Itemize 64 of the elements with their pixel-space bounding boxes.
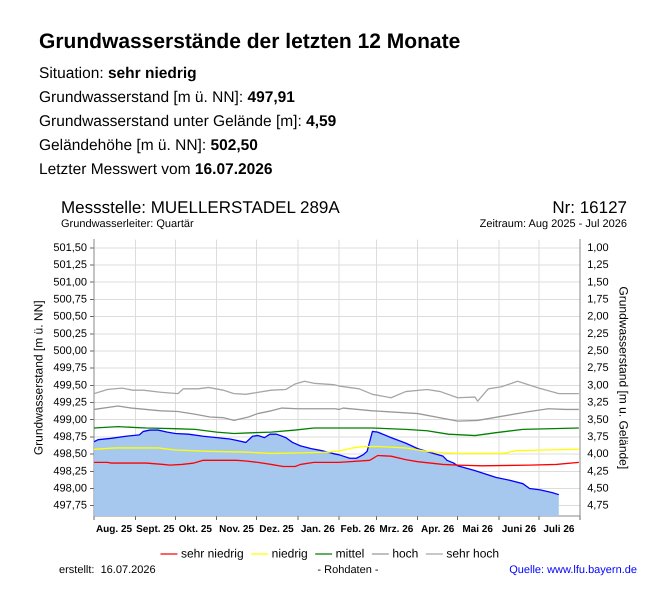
- y-tick-label: 499,50: [53, 379, 88, 392]
- y-tick-label: 499,25: [53, 396, 88, 409]
- y-tick-label: 498,50: [53, 448, 88, 460]
- text: Messstelle: MUELLERSTADEL 289A: [61, 198, 340, 218]
- y2-tick-label: 4,50: [587, 482, 609, 495]
- y2-tick-label: 1,75: [587, 293, 609, 306]
- x-tick-label: Juli 26: [543, 524, 575, 535]
- y2-tick-label: 4,00: [587, 448, 609, 460]
- y2-tick-label: 2,25: [587, 328, 609, 340]
- y-tick-label: 500,25: [53, 328, 88, 340]
- y2-tick-label: 2,75: [587, 362, 609, 374]
- x-tick-label: Dez. 25: [259, 524, 294, 535]
- x-tick-label: Apr. 26: [420, 524, 455, 535]
- x-tick-label: Sept. 25: [136, 524, 175, 535]
- text: Grundwasserstand unter Gelände [m]: 4,59: [39, 113, 336, 130]
- y-tick-label: 500,50: [53, 310, 88, 323]
- y2-tick-label: 1,25: [587, 259, 609, 272]
- y2-axis-title: Grundwasserstand [m u. Gelände]: [616, 286, 630, 470]
- text: Letzter Messwert vom 16.07.2026: [39, 161, 272, 178]
- x-tick-label: Juni 26: [502, 524, 537, 535]
- y-tick-label: 500,75: [53, 293, 88, 306]
- y2-tick-label: 1,00: [587, 242, 609, 254]
- x-tick-label: Jan. 26: [300, 524, 336, 535]
- x-tick-label: Feb. 26: [340, 524, 376, 535]
- source-note: Quelle: www.lfu.bayern.de: [508, 564, 637, 576]
- text: erstellt: 16.07.2026: [59, 564, 157, 576]
- y2-tick-label: 3,00: [587, 379, 609, 392]
- x-tick-label: Mai 26: [462, 524, 494, 535]
- y-tick-label: 497,75: [53, 500, 88, 512]
- y2-tick-label: 1,50: [587, 276, 609, 288]
- text: Geländehöhe [m ü. NN]: 502,50: [39, 137, 258, 154]
- y2-tick-label: 3,75: [587, 430, 609, 443]
- y-tick-label: 501,50: [53, 242, 88, 254]
- y2-tick-label: 2,50: [587, 345, 609, 358]
- y2-tick-label: 4,75: [587, 500, 609, 512]
- y-tick-label: 498,25: [53, 465, 88, 478]
- y2-tick-label: 3,25: [587, 396, 609, 409]
- y-tick-label: 499,75: [53, 362, 88, 374]
- chart-title: Grundwasserstände der letzten 12 Monate: [39, 30, 462, 54]
- y2-tick-label: 4,25: [587, 465, 609, 478]
- y-axis-title: Grundwasserstand [m ü. NN]: [32, 300, 46, 456]
- x-tick-label: Mrz. 26: [379, 524, 414, 535]
- y-tick-label: 498,75: [53, 430, 88, 443]
- y-tick-label: 498,00: [53, 482, 88, 495]
- y2-tick-label: 3,50: [587, 414, 609, 426]
- y2-tick-label: 2,00: [587, 310, 609, 323]
- y-tick-label: 499,00: [53, 414, 88, 426]
- legend-label: niedrig: [272, 546, 308, 560]
- y-tick-label: 501,25: [53, 259, 88, 272]
- text: Situation: sehr niedrig: [39, 65, 197, 82]
- text: Grundwasserleiter: Quartär: [61, 218, 194, 230]
- legend-label: hoch: [392, 546, 418, 560]
- x-tick-label: Aug. 25: [96, 524, 133, 535]
- text: Nr: 16127: [552, 198, 627, 218]
- x-tick-label: Nov. 25: [219, 524, 254, 535]
- text: - Rohdaten -: [317, 564, 379, 576]
- legend-label: mittel: [336, 546, 364, 560]
- x-tick-label: Okt. 25: [178, 524, 212, 535]
- legend-label: sehr niedrig: [180, 546, 244, 560]
- legend-label: sehr hoch: [446, 546, 500, 560]
- text: Grundwasserstand [m ü. NN]: 497,91: [39, 89, 295, 106]
- y-tick-label: 500,00: [53, 345, 88, 358]
- y-tick-label: 501,00: [53, 276, 88, 288]
- text: Zeitraum: Aug 2025 - Jul 2026: [480, 218, 627, 230]
